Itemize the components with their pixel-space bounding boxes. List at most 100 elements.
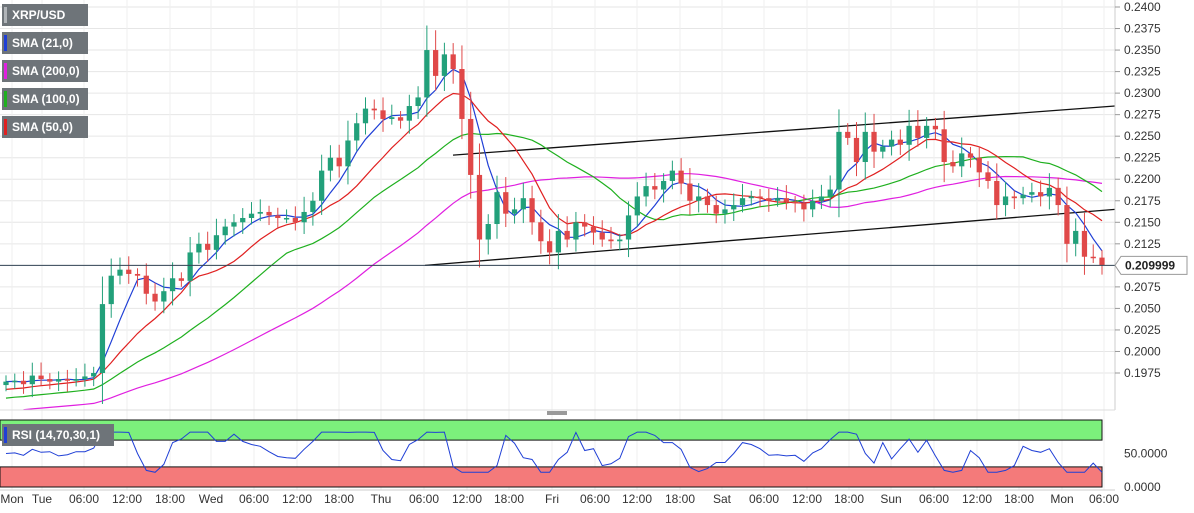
x-tick-label: 06:00 — [749, 492, 779, 506]
candle-body — [433, 50, 439, 76]
legend-sma-100[interactable]: SMA (100,0) — [2, 88, 88, 110]
sma-200-swatch-icon — [4, 63, 7, 79]
legend-sma-50[interactable]: SMA (50,0) — [2, 116, 88, 138]
y-tick-label: 0.2200 — [1124, 172, 1161, 186]
candle-body — [538, 222, 544, 242]
candle-body — [240, 217, 246, 223]
candle-body — [976, 157, 982, 173]
sma-line-50 — [5, 92, 1103, 390]
current-price-tag-icon — [1114, 255, 1188, 275]
candle-body — [687, 183, 693, 201]
candle-body — [283, 217, 290, 220]
candle-body — [29, 375, 35, 385]
candle-body — [810, 200, 816, 210]
candle-body — [99, 304, 106, 373]
legend-sma-100-label: SMA (100,0) — [12, 92, 80, 106]
candle-body — [292, 217, 298, 223]
candle-body — [187, 252, 193, 281]
candle-body — [871, 131, 877, 152]
y-tick-label: 0.2175 — [1124, 194, 1161, 208]
candle-body — [143, 275, 149, 294]
candle-body — [161, 291, 167, 302]
candle-body — [634, 196, 640, 216]
candle-body — [739, 198, 746, 206]
candle-body — [248, 213, 255, 218]
candle-body — [108, 275, 114, 305]
candle-body — [520, 198, 526, 210]
sma-100-swatch-icon — [4, 91, 7, 107]
legend-symbol[interactable]: XRP/USD — [2, 4, 88, 26]
rsi-legend[interactable]: RSI (14,70,30,1) — [2, 424, 114, 446]
candle-body — [915, 125, 921, 138]
channel-trendlines — [424, 105, 1116, 267]
candle-body — [485, 224, 491, 240]
candle-body — [1064, 205, 1070, 244]
x-tick-label: 12:00 — [282, 492, 312, 506]
candle-body — [38, 375, 44, 380]
candle-body — [660, 180, 667, 190]
candle-body — [82, 376, 88, 380]
candle-body — [205, 243, 211, 250]
candle-body — [696, 196, 702, 201]
rsi-oversold-zone — [0, 466, 1103, 488]
candle-body — [774, 198, 781, 201]
candle-body — [906, 125, 912, 145]
legend-sma-200-label: SMA (200,0) — [12, 64, 80, 78]
x-tick-label: Fri — [545, 492, 559, 506]
candle-body — [652, 186, 658, 190]
y-tick-label: 0.2350 — [1124, 43, 1161, 57]
candle-body — [327, 157, 334, 171]
candle-body — [415, 97, 421, 107]
legend-sma-21[interactable]: SMA (21,0) — [2, 32, 88, 54]
candle-body — [450, 54, 456, 70]
x-tick-label: Mon — [1050, 492, 1073, 506]
candle-body — [178, 278, 184, 281]
candle-body — [1046, 187, 1053, 197]
y-tick-label: 0.2225 — [1124, 151, 1161, 165]
rsi-line — [5, 431, 1103, 473]
x-tick-label: 06:00 — [1089, 492, 1119, 506]
sma-line-100 — [5, 132, 1103, 399]
y-tick-label: 0.2400 — [1124, 0, 1161, 14]
candle-body — [117, 269, 123, 276]
candle-body — [345, 140, 351, 167]
legend-sma-200[interactable]: SMA (200,0) — [2, 60, 88, 82]
candle-body — [91, 373, 97, 377]
candle-body — [731, 205, 737, 210]
x-tick-label: 06:00 — [580, 492, 610, 506]
candle-body — [380, 110, 386, 119]
candle-body — [459, 69, 465, 119]
candle-body — [441, 54, 448, 76]
candle-body — [319, 170, 325, 201]
symbol-swatch-icon — [4, 7, 7, 23]
candle-body — [1037, 192, 1044, 197]
candle-body — [257, 211, 263, 214]
candle-body — [546, 241, 553, 253]
candle-body — [669, 170, 675, 181]
legend-sma-21-label: SMA (21,0) — [12, 36, 73, 50]
candle-body — [476, 174, 483, 240]
candle-body — [336, 157, 342, 167]
candle-body — [213, 235, 220, 250]
y-tick-label: 0.2300 — [1124, 86, 1161, 100]
rsi-zones — [0, 419, 1103, 488]
x-tick-label: Sun — [880, 492, 901, 506]
candle-body — [564, 230, 570, 240]
x-tick-label: Tue — [32, 492, 53, 506]
candle-body — [3, 381, 9, 386]
candle-body — [792, 201, 798, 204]
candle-body — [573, 222, 579, 240]
candle-body — [1081, 230, 1088, 257]
x-tick-label: 18:00 — [834, 492, 864, 506]
candle-body — [766, 198, 772, 201]
x-tick-label: 18:00 — [665, 492, 695, 506]
y-tick-label: 0.2000 — [1124, 344, 1161, 358]
x-tick-label: 18:00 — [155, 492, 185, 506]
candle-body — [625, 215, 632, 240]
candle-body — [704, 196, 711, 206]
rsi-series-line — [5, 431, 1103, 473]
candle-body — [888, 139, 895, 147]
x-tick-label: 12:00 — [112, 492, 142, 506]
x-tick-label: 18:00 — [1004, 492, 1034, 506]
x-tick-label: 18:00 — [324, 492, 354, 506]
